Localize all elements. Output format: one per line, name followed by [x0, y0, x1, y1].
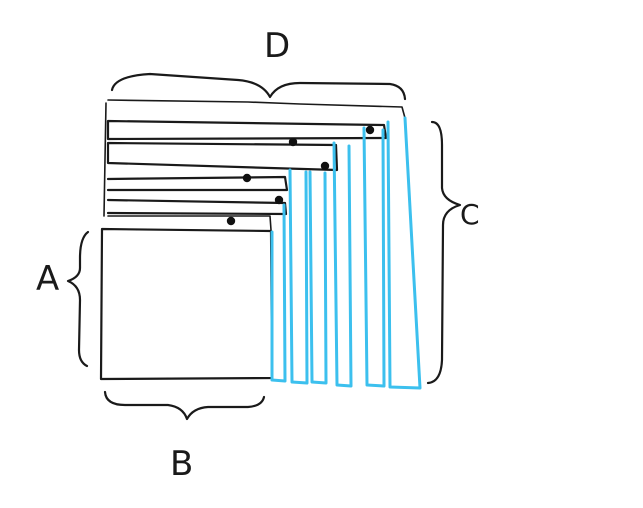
stack-left-edge: [103, 102, 107, 217]
strip-3: [106, 175, 289, 192]
brace-top: [110, 72, 407, 101]
strip-4: [106, 198, 288, 216]
label-d: D: [264, 26, 290, 66]
blue-strip-1: [270, 203, 287, 383]
strip-1: [106, 119, 388, 141]
dot-6: [226, 216, 236, 226]
label-b: B: [170, 444, 193, 484]
dot-5: [274, 195, 284, 205]
label-a: A: [36, 259, 59, 299]
blue-strip-5: [362, 126, 386, 388]
blue-strip-3: [308, 170, 328, 385]
blue-strip-4: [332, 141, 353, 388]
dot-4: [242, 173, 252, 183]
square-ab: [99, 227, 274, 381]
blue-strip-2: [288, 168, 309, 385]
blue-strip-6: [386, 116, 422, 390]
brace-bottom: [103, 390, 266, 421]
brace-left: [66, 230, 90, 368]
strip-top: [107, 99, 406, 119]
brace-right: [426, 120, 462, 385]
dot-2: [288, 137, 298, 147]
label-c: C: [460, 198, 480, 231]
strip-2: [106, 141, 339, 172]
dot-1: [365, 125, 375, 135]
strip-5: [107, 215, 272, 231]
dot-3: [320, 161, 330, 171]
